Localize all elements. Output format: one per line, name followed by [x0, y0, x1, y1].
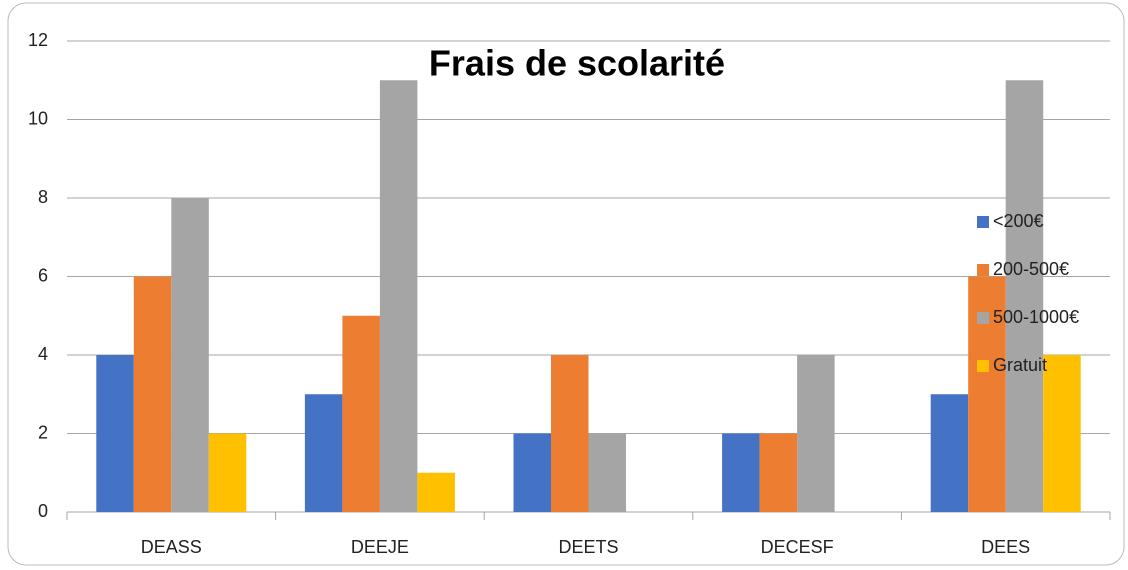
- bar: [759, 433, 798, 512]
- legend-swatch: [977, 360, 989, 372]
- bar: [797, 355, 835, 512]
- legend-label: Gratuit: [993, 355, 1047, 375]
- y-tick-label: 8: [38, 187, 48, 207]
- bar: [171, 198, 209, 512]
- bar: [930, 394, 969, 512]
- y-tick-label: 0: [38, 501, 48, 521]
- x-tick-label: DEETS: [558, 537, 618, 557]
- legend-label: 500-1000€: [993, 307, 1079, 327]
- chart-border: [7, 2, 1125, 566]
- bar: [304, 394, 343, 512]
- bar: [133, 276, 172, 512]
- legend-label: 200-500€: [993, 259, 1069, 279]
- y-tick-label: 2: [38, 422, 48, 442]
- x-tick-label: DEEJE: [351, 537, 409, 557]
- bar: [208, 433, 247, 512]
- legend-label: <200€: [993, 211, 1044, 231]
- x-tick-label: DEASS: [141, 537, 202, 557]
- bar: [722, 433, 760, 512]
- x-tick-label: DEES: [981, 537, 1030, 557]
- legend-swatch: [977, 216, 989, 228]
- legend-swatch: [977, 312, 989, 324]
- chart-title: Frais de scolarité: [429, 43, 725, 84]
- bar: [96, 355, 134, 512]
- bar: [1005, 80, 1044, 512]
- x-tick-label: DECESF: [761, 537, 834, 557]
- bar: [417, 472, 455, 512]
- bar: [551, 355, 589, 512]
- y-tick-label: 4: [38, 344, 48, 364]
- y-tick-label: 10: [28, 108, 48, 128]
- y-tick-label: 6: [38, 265, 48, 285]
- bar: [342, 315, 380, 512]
- y-tick-label: 12: [28, 30, 48, 50]
- legend-swatch: [977, 264, 989, 276]
- bar: [513, 433, 551, 512]
- bar: [1043, 355, 1081, 512]
- bar: [588, 433, 626, 512]
- bar: [379, 80, 418, 512]
